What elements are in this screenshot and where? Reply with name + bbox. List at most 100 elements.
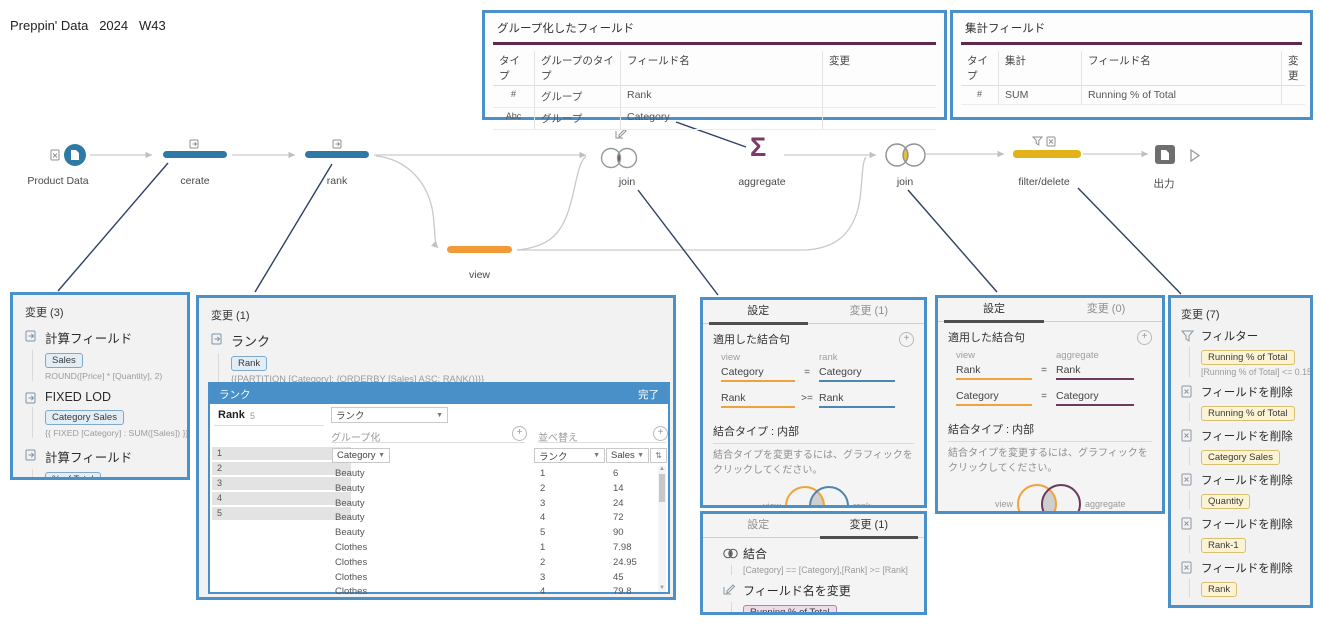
- change-item[interactable]: フィールドを削除 Category-1: [1171, 603, 1310, 608]
- tab-settings[interactable]: 設定: [703, 300, 814, 325]
- join-venn-diagram[interactable]: view rank: [713, 480, 920, 508]
- add-group-field-button[interactable]: +: [512, 426, 527, 441]
- join-venn-diagram[interactable]: view aggregate: [948, 478, 1158, 514]
- join-clause-right[interactable]: Category: [819, 366, 895, 382]
- change-item[interactable]: フィールドを削除 Rank: [1171, 559, 1310, 603]
- group-field-dropdown[interactable]: Category ▼: [332, 448, 390, 463]
- join-clause-left[interactable]: Category: [721, 366, 795, 382]
- done-button[interactable]: 完了: [638, 388, 659, 401]
- change-item-label: フィールドを削除: [1201, 604, 1304, 605]
- change-item[interactable]: フィールド名を変更 Running % of Total [% of Total…: [713, 581, 914, 612]
- join-operator[interactable]: =: [1041, 365, 1047, 376]
- cell: SUM: [999, 86, 1082, 105]
- col-header: フィールド名: [621, 51, 823, 86]
- cell: Category: [621, 108, 823, 130]
- tab-settings[interactable]: 設定: [747, 519, 770, 531]
- cerate-step-node[interactable]: [163, 151, 227, 158]
- calculated-field-icon: [25, 391, 38, 409]
- scrollbar-thumb[interactable]: [659, 474, 665, 502]
- rank-value-row[interactable]: 3: [212, 477, 351, 490]
- join-clause-left[interactable]: Rank: [956, 364, 1032, 380]
- rank-column-dropdown[interactable]: ランク ▼: [534, 448, 605, 463]
- add-sort-field-button[interactable]: +: [653, 426, 668, 441]
- rank-step-node[interactable]: [305, 151, 369, 158]
- field-chip[interactable]: Rank: [231, 356, 268, 371]
- formula-text: {{ FIXED [Category] : SUM([Sales]) }}: [45, 428, 189, 438]
- col-header: 変更: [823, 51, 936, 86]
- join-clause-right[interactable]: Category: [1056, 390, 1134, 406]
- join-clause-right[interactable]: Rank: [1056, 364, 1134, 380]
- join-clause-left[interactable]: Category: [956, 390, 1032, 406]
- rank-value-row[interactable]: 4: [212, 492, 351, 505]
- field-chip[interactable]: Sales: [45, 353, 83, 368]
- input-node[interactable]: [64, 144, 86, 166]
- tab-settings[interactable]: 設定: [938, 298, 1050, 323]
- add-join-clause-button[interactable]: +: [899, 331, 914, 347]
- remove-field-icon: [1181, 429, 1194, 447]
- output-node[interactable]: [1155, 145, 1175, 164]
- rank-value-row[interactable]: 2: [212, 462, 351, 475]
- chevron-down-icon: ▼: [593, 452, 600, 459]
- rank-value-row[interactable]: 5: [212, 507, 351, 520]
- scroll-down-icon[interactable]: ▼: [659, 585, 665, 591]
- type-cell: #: [961, 86, 999, 105]
- tab-changes[interactable]: 変更 (1): [814, 514, 925, 539]
- scroll-up-icon[interactable]: ▲: [659, 466, 665, 472]
- change-item[interactable]: フィルター Running % of Total [Running % of T…: [1171, 327, 1310, 383]
- field-chip[interactable]: Category Sales: [1201, 450, 1280, 465]
- output-label: 出力: [1153, 178, 1175, 190]
- add-join-clause-button[interactable]: +: [1137, 329, 1152, 345]
- field-chip[interactable]: % of Total: [45, 472, 101, 477]
- change-item[interactable]: ランク Rank {{PARTITION [Category]: {ORDERB…: [199, 329, 673, 391]
- join1-node[interactable]: [598, 144, 640, 172]
- join-clause-right[interactable]: Rank: [819, 392, 895, 408]
- change-item[interactable]: フィールドを削除 Running % of Total: [1171, 383, 1310, 427]
- remove-field-icon: [1181, 605, 1194, 608]
- right-table-name: aggregate: [1056, 350, 1099, 361]
- change-item[interactable]: FIXED LOD Category Sales {{ FIXED [Categ…: [13, 388, 187, 445]
- filter-condition-text: [Running % of Total] <= 0.15: [1201, 367, 1312, 377]
- change-item[interactable]: 計算フィールド % of Total ROUND([Sales] / [Cate…: [13, 445, 187, 477]
- change-item-label: フィールドを削除: [1201, 519, 1293, 531]
- join-clause-text: [Category] == [Category],[Rank] >= [Rank…: [743, 565, 908, 575]
- join2-node[interactable]: [883, 140, 929, 171]
- run-flow-button[interactable]: [1188, 148, 1202, 163]
- change-item[interactable]: フィールドを削除 Quantity: [1171, 471, 1310, 515]
- tab-changes[interactable]: 変更 (1): [849, 305, 889, 317]
- scrollbar[interactable]: ▲ ▼: [658, 466, 666, 592]
- rank-value-row[interactable]: 1: [212, 447, 351, 460]
- field-chip[interactable]: Running % of Total: [1201, 406, 1295, 421]
- document-icon: [1161, 149, 1169, 160]
- filter-delete-step-node[interactable]: [1013, 150, 1081, 158]
- change-item[interactable]: フィールドを削除 Rank-1: [1171, 515, 1310, 559]
- rank-type-dropdown[interactable]: ランク ▼: [331, 407, 448, 423]
- view-step-node[interactable]: [447, 246, 512, 253]
- join-operator[interactable]: =: [1041, 391, 1047, 402]
- join-type-hint: 結合タイプを変更するには、グラフィックをクリックしてください。: [948, 448, 1148, 474]
- remove-field-icon: [1181, 473, 1194, 491]
- field-chip[interactable]: Rank: [1201, 582, 1238, 597]
- input-node-label: Product Data: [27, 175, 89, 187]
- join-operator[interactable]: >=: [801, 393, 813, 404]
- change-item[interactable]: 計算フィールド Sales ROUND([Price] * [Quantity]…: [13, 326, 187, 388]
- change-item[interactable]: フィールドを削除 Category Sales: [1171, 427, 1310, 471]
- field-chip[interactable]: Running % of Total: [743, 605, 837, 612]
- cell: [823, 86, 936, 108]
- venn-right-label: aggregate: [1085, 499, 1126, 509]
- sort-direction-button[interactable]: ⇅: [650, 448, 667, 463]
- field-chip[interactable]: Category Sales: [45, 410, 124, 425]
- aggregated-fields-table: タイプ 集計 フィールド名 変更 # SUM Running % of Tota…: [961, 51, 1305, 105]
- join-clause-left[interactable]: Rank: [721, 392, 795, 408]
- aggregate-node[interactable]: Σ: [750, 132, 767, 162]
- change-item[interactable]: 結合 [Category] == [Category],[Rank] >= [R…: [713, 544, 914, 581]
- join-operator[interactable]: =: [804, 367, 810, 378]
- field-chip[interactable]: Quantity: [1201, 494, 1251, 509]
- field-chip[interactable]: Rank-1: [1201, 538, 1246, 553]
- join-type-label: 結合タイプ : 内部: [948, 421, 1152, 442]
- left-table-name: view: [721, 352, 741, 363]
- tab-changes[interactable]: 変更 (0): [1086, 303, 1126, 315]
- calculated-field-icon: [25, 329, 38, 347]
- sales-column-dropdown[interactable]: Sales ▼: [606, 448, 649, 463]
- field-chip[interactable]: Running % of Total: [1201, 350, 1295, 365]
